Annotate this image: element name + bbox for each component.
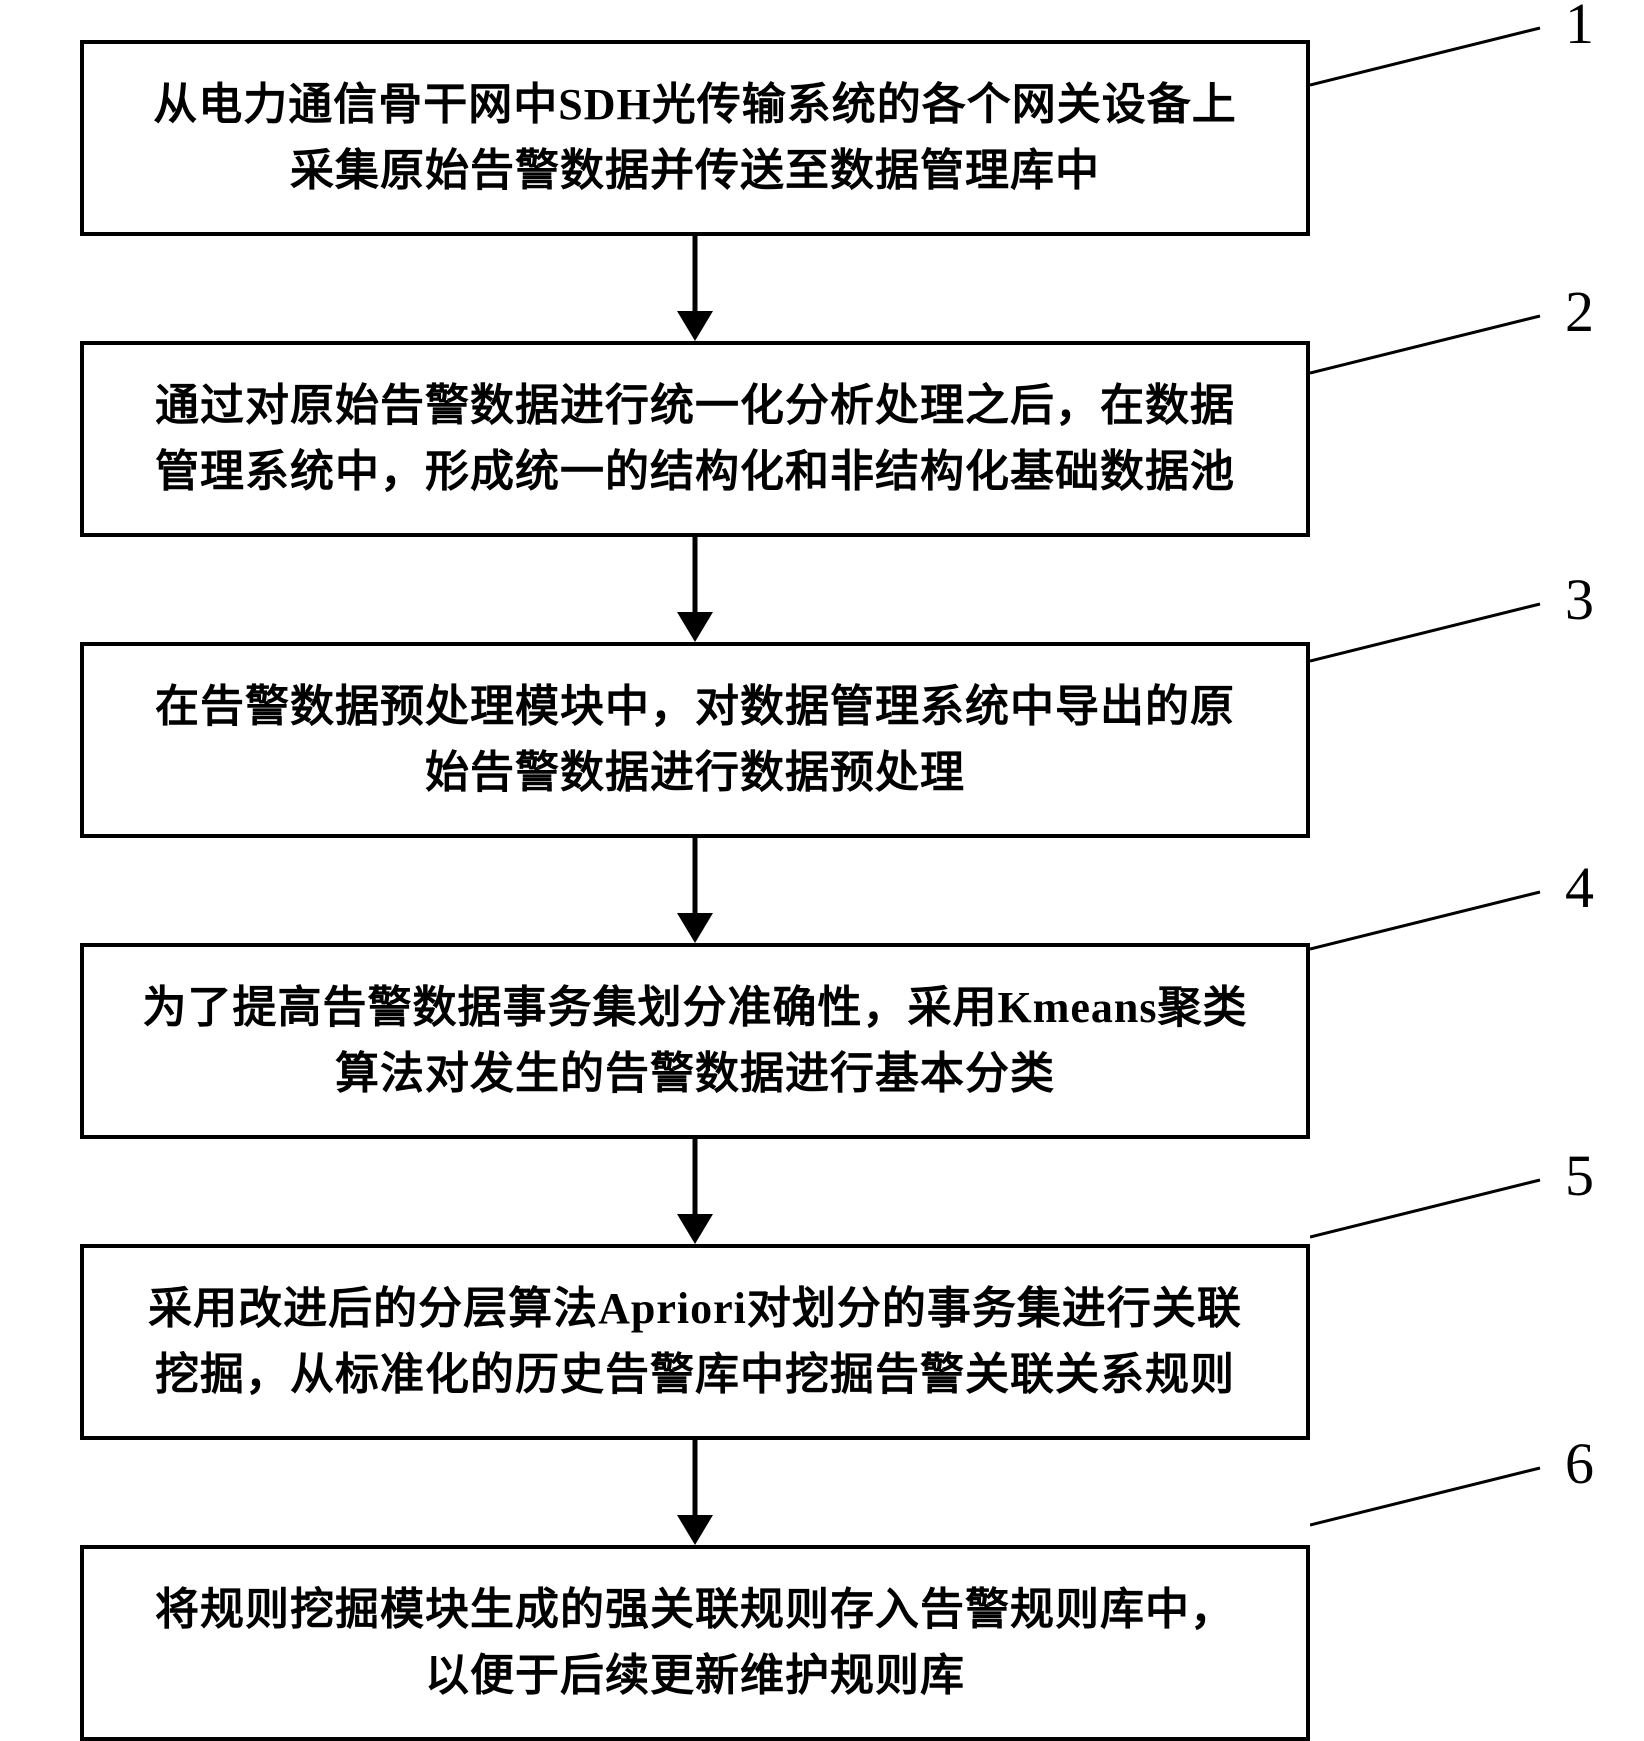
step-2-line-1: 通过对原始告警数据进行统一化分析处理之后，在数据 bbox=[155, 381, 1235, 430]
step-5-line-2: 挖掘，从标准化的历史告警库中挖掘告警关联关系规则 bbox=[155, 1350, 1235, 1399]
step-4-line-1: 为了提高告警数据事务集划分准确性，采用Kmeans聚类 bbox=[143, 983, 1248, 1032]
step-label-6: 6 bbox=[1565, 1430, 1594, 1497]
step-box-1: 从电力通信骨干网中SDH光传输系统的各个网关设备上 采集原始告警数据并传送至数据… bbox=[80, 40, 1310, 236]
step-box-4: 为了提高告警数据事务集划分准确性，采用Kmeans聚类 算法对发生的告警数据进行… bbox=[80, 943, 1310, 1139]
arrow-4-5 bbox=[80, 1139, 1310, 1244]
step-4-line-2: 算法对发生的告警数据进行基本分类 bbox=[335, 1049, 1055, 1098]
step-label-5: 5 bbox=[1565, 1142, 1594, 1209]
step-3-line-2: 始告警数据进行数据预处理 bbox=[425, 748, 965, 797]
step-6-line-1: 将规则挖掘模块生成的强关联规则存入告警规则库中， bbox=[155, 1585, 1235, 1634]
step-text-2: 通过对原始告警数据进行统一化分析处理之后，在数据 管理系统中，形成统一的结构化和… bbox=[124, 373, 1266, 505]
step-text-6: 将规则挖掘模块生成的强关联规则存入告警规则库中， 以便于后续更新维护规则库 bbox=[124, 1577, 1266, 1709]
arrow-1-2 bbox=[80, 236, 1310, 341]
flowchart-container: 从电力通信骨干网中SDH光传输系统的各个网关设备上 采集原始告警数据并传送至数据… bbox=[80, 40, 1560, 1741]
step-label-4: 4 bbox=[1565, 854, 1594, 921]
step-label-1: 1 bbox=[1565, 0, 1594, 57]
arrow-2-3 bbox=[80, 537, 1310, 642]
step-text-3: 在告警数据预处理模块中，对数据管理系统中导出的原 始告警数据进行数据预处理 bbox=[124, 674, 1266, 806]
step-box-6: 将规则挖掘模块生成的强关联规则存入告警规则库中， 以便于后续更新维护规则库 bbox=[80, 1545, 1310, 1741]
step-5-line-1: 采用改进后的分层算法Apriori对划分的事务集进行关联 bbox=[148, 1284, 1242, 1333]
arrow-5-6 bbox=[80, 1440, 1310, 1545]
step-box-5: 采用改进后的分层算法Apriori对划分的事务集进行关联 挖掘，从标准化的历史告… bbox=[80, 1244, 1310, 1440]
step-text-5: 采用改进后的分层算法Apriori对划分的事务集进行关联 挖掘，从标准化的历史告… bbox=[124, 1276, 1266, 1408]
step-6-line-2: 以便于后续更新维护规则库 bbox=[425, 1651, 965, 1700]
step-text-4: 为了提高告警数据事务集划分准确性，采用Kmeans聚类 算法对发生的告警数据进行… bbox=[124, 975, 1266, 1107]
step-2-line-2: 管理系统中，形成统一的结构化和非结构化基础数据池 bbox=[155, 447, 1235, 496]
step-box-2: 通过对原始告警数据进行统一化分析处理之后，在数据 管理系统中，形成统一的结构化和… bbox=[80, 341, 1310, 537]
step-text-1: 从电力通信骨干网中SDH光传输系统的各个网关设备上 采集原始告警数据并传送至数据… bbox=[124, 72, 1266, 204]
arrow-3-4 bbox=[80, 838, 1310, 943]
step-3-line-1: 在告警数据预处理模块中，对数据管理系统中导出的原 bbox=[155, 682, 1235, 731]
step-box-3: 在告警数据预处理模块中，对数据管理系统中导出的原 始告警数据进行数据预处理 bbox=[80, 642, 1310, 838]
step-1-line-2: 采集原始告警数据并传送至数据管理库中 bbox=[290, 146, 1100, 195]
step-label-3: 3 bbox=[1565, 566, 1594, 633]
step-1-line-1: 从电力通信骨干网中SDH光传输系统的各个网关设备上 bbox=[153, 80, 1236, 129]
step-label-2: 2 bbox=[1565, 278, 1594, 345]
